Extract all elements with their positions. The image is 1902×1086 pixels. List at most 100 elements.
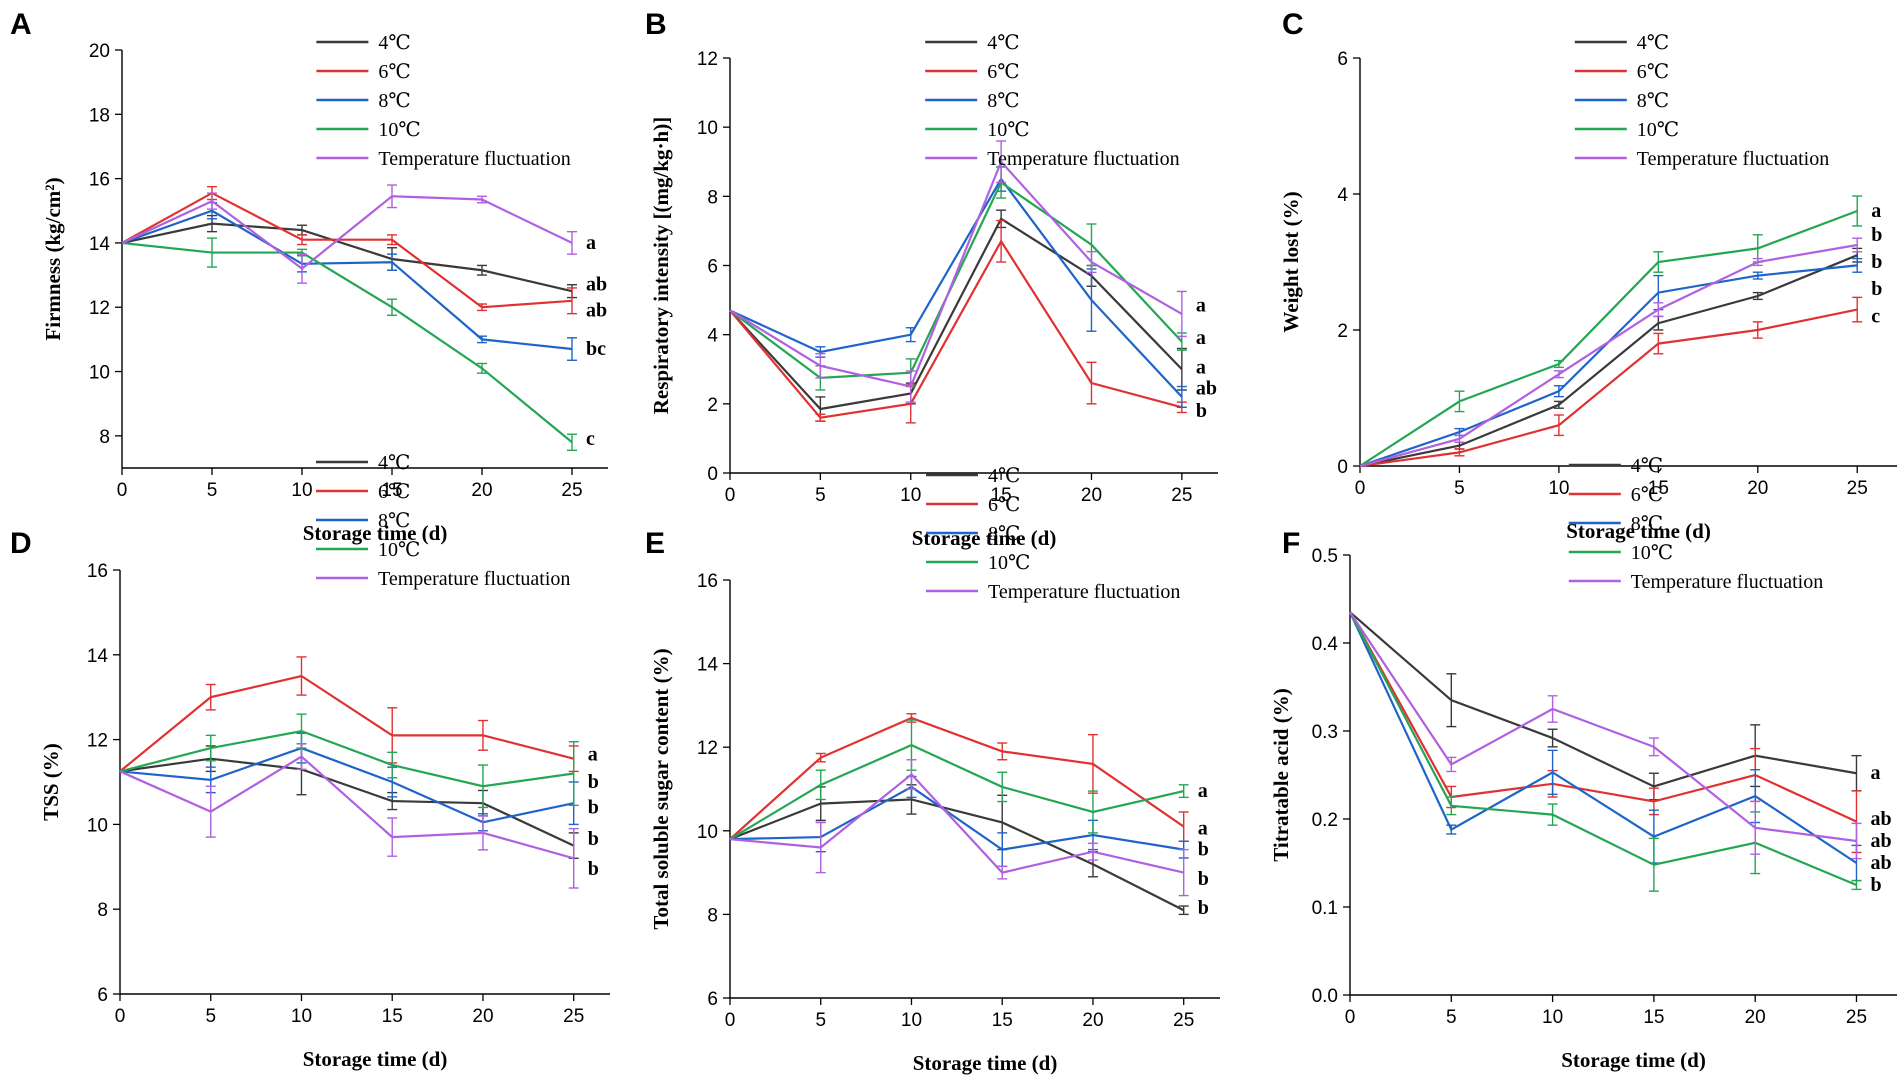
error-bar — [1547, 803, 1558, 826]
y-tick-label: 12 — [697, 49, 718, 70]
legend-label: 10℃ — [378, 539, 420, 561]
significance-label: a — [1871, 200, 1881, 222]
error-bar — [1547, 695, 1558, 723]
y-tick-label: 12 — [89, 298, 110, 319]
x-tick-label: 10 — [901, 1010, 922, 1031]
legend-item-10C: 10℃ — [1568, 542, 1673, 564]
x-tick-label: 25 — [1173, 1010, 1194, 1031]
legend-label: 8℃ — [988, 523, 1020, 545]
legend-label: 8℃ — [987, 90, 1019, 112]
error-bar — [207, 237, 217, 268]
y-tick-label: 0.3 — [1312, 722, 1338, 743]
series-line — [119, 729, 574, 788]
significance-label: bc — [586, 338, 606, 360]
error-bar — [477, 335, 487, 344]
error-bar — [997, 742, 1008, 761]
significance-label: c — [1871, 305, 1880, 327]
y-tick-label: 8 — [707, 905, 718, 926]
error-bar — [1752, 321, 1763, 339]
error-bar — [567, 337, 577, 361]
legend-item-TF: Temperature fluctuation — [316, 568, 570, 590]
series-line — [119, 757, 575, 847]
x-tick-label: 15 — [382, 1006, 403, 1027]
legend-item-10C: 10℃ — [925, 119, 1030, 141]
error-bar — [815, 413, 826, 422]
series-line — [729, 180, 1183, 380]
legend: 4℃ 6℃ 8℃ 10℃ Temperature fluctuation — [1574, 32, 1829, 170]
significance-label: ab — [586, 274, 607, 296]
significance-label: a — [1198, 818, 1208, 840]
legend-label: Temperature fluctuation — [988, 581, 1180, 603]
significance-label: ab — [1870, 830, 1891, 852]
series-line — [1359, 264, 1858, 468]
legend-item-6C: 6℃ — [316, 481, 410, 503]
error-bar — [1178, 905, 1189, 916]
significance-label: a — [1870, 762, 1880, 784]
y-tick-label: 10 — [89, 363, 110, 384]
x-tick-label: 0 — [1345, 1007, 1356, 1028]
series-line — [1349, 611, 1857, 788]
y-tick-label: 14 — [697, 655, 719, 676]
y-axis-label: Firmness (kg/cm²) — [41, 177, 65, 340]
legend-item-4C: 4℃ — [926, 465, 1020, 487]
series-line — [1359, 243, 1858, 468]
series-line — [119, 746, 574, 824]
series-4C — [1349, 611, 1862, 801]
error-bar — [1086, 361, 1097, 405]
series-line — [729, 159, 1183, 388]
error-bar — [387, 253, 397, 271]
series-line — [729, 743, 1184, 841]
y-axis-label: TSS (%) — [39, 743, 63, 821]
series-10C — [1359, 195, 1863, 467]
legend-item-4C: 4℃ — [316, 32, 411, 54]
y-tick-label: 12 — [87, 731, 108, 752]
legend-label: 10℃ — [378, 119, 420, 141]
legend-label: 6℃ — [378, 481, 410, 503]
panel-letter: A — [10, 8, 32, 41]
error-bar — [1851, 822, 1862, 860]
significance-label: ab — [586, 299, 607, 321]
y-tick-label: 16 — [697, 571, 718, 592]
x-tick-label: 15 — [381, 480, 402, 501]
significance-label: a — [1198, 780, 1208, 802]
legend: 4℃ 6℃ 8℃ 10℃ Temperature fluctuation — [316, 452, 570, 590]
significance-label: a — [1196, 294, 1206, 316]
x-tick-label: 20 — [1081, 485, 1102, 506]
series-TF — [121, 184, 577, 284]
series-6C — [1359, 296, 1863, 468]
significance-label: b — [588, 858, 599, 880]
series-TF — [1349, 611, 1862, 860]
x-tick-label: 20 — [1747, 478, 1768, 499]
error-bar — [815, 352, 826, 379]
x-tick-label: 0 — [725, 485, 736, 506]
x-tick-label: 15 — [991, 485, 1012, 506]
series-8C — [729, 166, 1187, 408]
error-bar — [997, 865, 1008, 880]
x-tick-label: 0 — [725, 1010, 736, 1031]
x-tick-label: 5 — [815, 1010, 826, 1031]
error-bar — [1087, 842, 1098, 861]
error-bar — [477, 764, 488, 809]
error-bar — [996, 219, 1007, 263]
x-tick-label: 15 — [992, 1010, 1013, 1031]
significance-label: b — [1198, 897, 1209, 919]
error-bar — [205, 734, 216, 762]
error-bar — [477, 303, 487, 312]
error-bar — [905, 370, 916, 403]
series-6C — [729, 713, 1189, 842]
x-tick-label: 5 — [207, 480, 218, 501]
y-tick-label: 6 — [97, 985, 108, 1006]
significance-label: b — [1198, 839, 1209, 861]
error-bar — [1852, 195, 1863, 227]
significance-label: b — [588, 828, 599, 850]
legend-label: 6℃ — [378, 61, 410, 83]
error-bar — [387, 298, 397, 316]
legend-label: 4℃ — [1631, 455, 1663, 477]
error-bar — [997, 771, 1008, 803]
legend-label: 4℃ — [378, 32, 410, 54]
legend-label: 10℃ — [1631, 542, 1673, 564]
error-bar — [1653, 251, 1664, 273]
x-tick-label: 20 — [472, 1006, 493, 1027]
series-line — [121, 195, 573, 271]
